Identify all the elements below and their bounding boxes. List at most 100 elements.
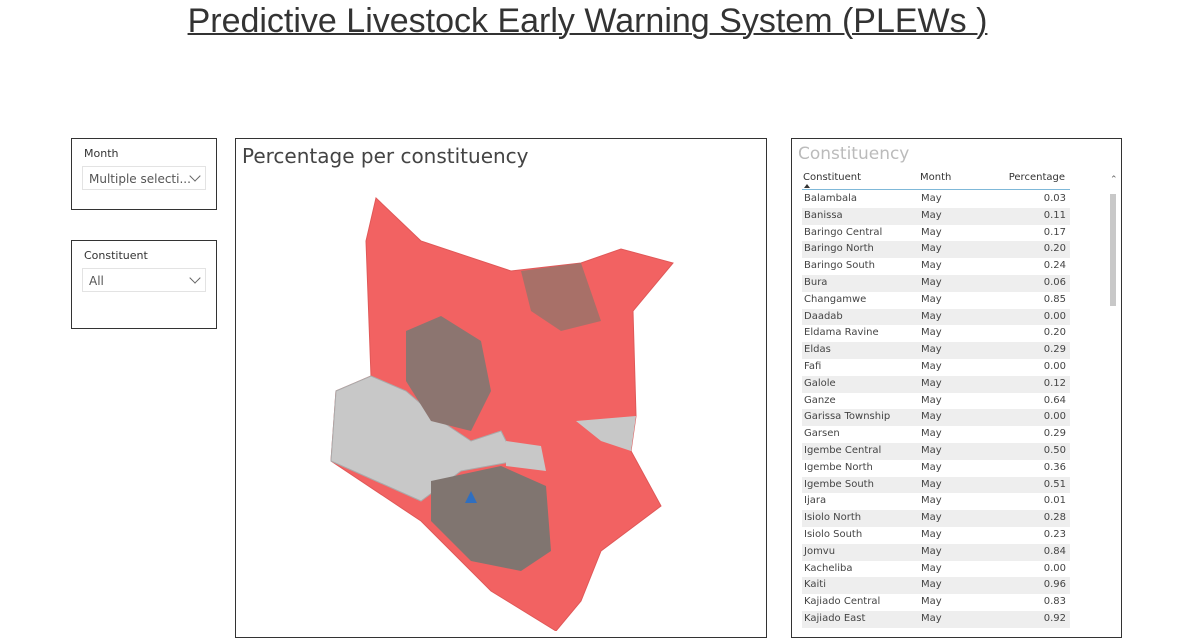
cell: May [921,193,942,204]
cell: May [921,209,942,221]
cell: Isiolo North [804,512,862,524]
month-slicer: Month Multiple selecti... [71,138,217,210]
cell: Isiolo South [804,529,863,540]
cell: May [921,377,942,389]
cell: May [921,512,942,524]
table-row: Changamwe May 0.85 [802,291,1070,309]
cell: 0.00 [1043,411,1066,423]
cell: Daadab [804,310,843,322]
cell: May [921,327,942,339]
cell: May [921,226,942,238]
table-row: Baringo North May 0.20 [802,241,1070,259]
region-dark [406,316,491,431]
cell: 0.64 [1043,394,1066,406]
table-row: Igembe North May 0.36 [802,459,1070,477]
cell: 0.51 [1043,478,1066,490]
cell: May [921,260,942,272]
region-grey [506,441,546,471]
cell: 0.12 [1043,377,1066,389]
cell: Baringo South [804,260,875,272]
cell: May [921,394,942,406]
table-row: Kajiado Central May 0.83 [802,594,1070,611]
cell: Kajiado East [804,613,866,624]
cell: 0.20 [1043,243,1066,255]
cell: 0.11 [1043,209,1066,221]
cell: 0.29 [1043,428,1066,440]
chevron [189,272,201,284]
table-row: Bura May 0.06 [802,275,1070,292]
dropdown-value: Multiple selecti... [89,172,191,186]
table-row: Kaiti May 0.96 [802,577,1070,595]
cell: 0.00 [1043,562,1066,574]
table-row: Baringo Central May 0.17 [802,224,1070,242]
cell: Galole [804,377,836,389]
cell: 0.00 [1043,361,1066,372]
cell: Igembe Central [804,445,882,456]
table-row: Eldas May 0.29 [802,342,1070,359]
cell: Eldas [804,344,831,356]
cell: Kajiado Central [804,596,881,608]
table-row: Garsen May 0.29 [802,426,1070,443]
table-row: Igembe Central May 0.50 [802,443,1070,460]
column-header[interactable]: Constituent [803,172,862,183]
table-title: Constituency [798,144,910,164]
cell: 0.06 [1043,277,1066,288]
table-row: Isiolo South May 0.23 [802,527,1070,544]
cell: May [921,596,942,608]
chevron [189,170,201,182]
table-row: Banissa May 0.11 [802,207,1070,225]
cell: 0.23 [1043,529,1066,540]
scrollbar[interactable] [1110,194,1116,306]
table-row: Galole May 0.12 [802,375,1070,393]
cell: 0.24 [1043,260,1066,272]
cell: Garsen [804,428,840,440]
column-header[interactable]: Month [920,172,952,183]
cell: May [921,293,942,305]
slicer-label: Month [84,147,119,160]
cell: Kaiti [804,579,826,591]
cell: May [921,361,942,372]
cell: Kacheliba [804,562,853,574]
cell: May [921,579,942,591]
table-body: Balambala May 0.03 Banissa May 0.11 Baringo Ce… [792,191,1092,637]
cell: Balambala [804,193,858,204]
column-header[interactable]: Percentage [1008,172,1065,183]
dropdown[interactable]: All [82,268,206,292]
dropdown[interactable]: Multiple selecti... [82,166,206,190]
cell: Bura [804,277,828,288]
region-grey [576,416,636,451]
cell: Changamwe [804,293,867,305]
cell: Eldama Ravine [804,327,879,339]
cell: 0.84 [1043,545,1066,557]
cell: May [921,445,942,456]
cell: 0.03 [1043,193,1066,204]
cell: Baringo Central [804,226,883,238]
cell: Ijara [804,495,827,507]
cell: 0.00 [1043,310,1066,322]
table-row: Kajiado East May 0.92 [802,611,1070,628]
region-dark [431,466,551,571]
cell: May [921,613,942,624]
cell: Fafi [804,361,822,372]
sort-icon [804,184,810,188]
table-row: Isiolo North May 0.28 [802,510,1070,527]
cell: 0.50 [1043,445,1066,456]
cell: May [921,545,942,557]
cell: Garissa Township [804,411,891,423]
table-row: Balambala May 0.03 [802,191,1070,208]
cell: 0.92 [1043,613,1066,624]
dropdown-value: All [89,274,104,288]
map-panel: Percentage per constituency [235,138,767,638]
cell: Igembe South [804,478,874,490]
slicer-label: Constituent [84,249,148,262]
table-row: Fafi May 0.00 [802,359,1070,376]
constituent-slicer: Constituent All [71,240,217,329]
region-grey [330,375,517,502]
map [330,197,674,631]
table-row: Ijara May 0.01 [802,493,1070,511]
cell: 0.96 [1043,579,1066,591]
cell: Banissa [804,209,843,221]
scroll-up[interactable]: ⌃ [1110,175,1118,185]
cell: May [921,428,942,440]
